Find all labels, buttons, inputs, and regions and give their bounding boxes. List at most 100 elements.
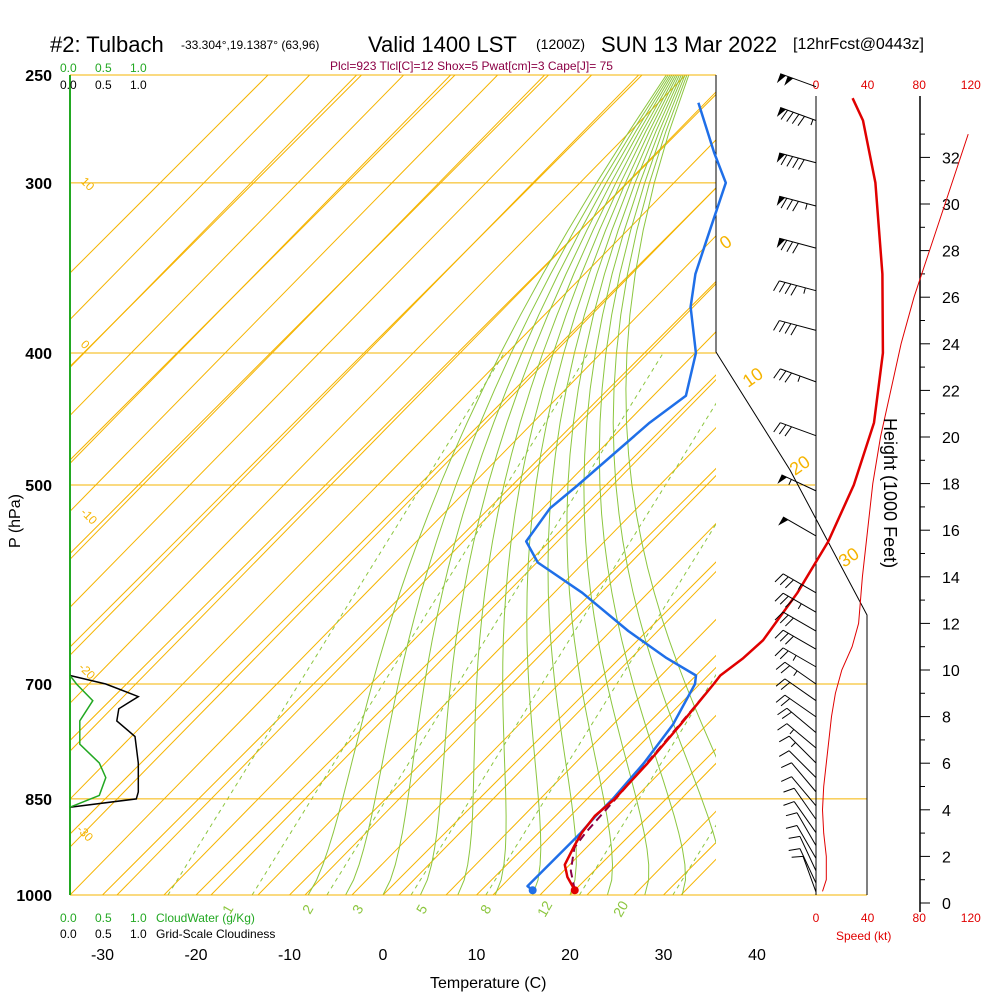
- wind-barb: [774, 592, 817, 613]
- wind-barb-feather: [774, 647, 784, 657]
- wind-barb-feather: [790, 324, 798, 336]
- pressure-tick-label: 850: [25, 792, 52, 809]
- mixing-ratio-label: 20: [610, 898, 632, 920]
- pressure-tick-label: 700: [25, 677, 52, 694]
- utc-time: (1200Z): [536, 36, 585, 52]
- moist-adiabat-line: [612, 75, 716, 845]
- wind-barb-half-feather: [797, 603, 802, 610]
- cloudiness-top-2: 1.0: [130, 78, 147, 92]
- cloudwater-legend: CloudWater (g/Kg): [156, 911, 255, 925]
- isotherm-line: [70, 75, 362, 368]
- x-axis-title: Temperature (C): [430, 975, 546, 992]
- pressure-tick-label: 400: [25, 346, 52, 363]
- mixing-ratio-line: [578, 673, 716, 895]
- dry-adiabat-line: [70, 75, 404, 417]
- moist-adiabat-line: [598, 75, 687, 895]
- wind-barb-feather: [798, 159, 805, 170]
- wind-barb-half-feather: [797, 584, 802, 590]
- cloudwater-profile-line: [69, 675, 107, 808]
- wind-barb-feather: [779, 632, 789, 642]
- isotherm-label: -10: [78, 505, 100, 527]
- temperature-profile-line: [563, 97, 885, 891]
- wind-barb: [791, 855, 817, 893]
- wind-barb: [778, 750, 817, 778]
- wind-barb: [777, 723, 817, 749]
- wind-barb-feather: [784, 323, 792, 334]
- wind-barb-feather: [773, 422, 781, 433]
- wind-speed-tick-top: 0: [813, 78, 820, 92]
- isotherm-label: 10: [78, 174, 98, 194]
- wind-barb-feather: [774, 573, 784, 583]
- wind-barb-staff: [784, 694, 817, 718]
- moist-adiabat-line: [547, 75, 680, 895]
- isotherm-label: 0: [78, 337, 93, 352]
- wind-barb-staff: [793, 787, 817, 820]
- wind-barb: [776, 73, 817, 88]
- wind-barb-staff: [782, 592, 817, 613]
- moist-adiabat-line: [494, 75, 677, 895]
- wind-barb-staff: [802, 856, 817, 893]
- wind-barb-feather: [778, 370, 787, 381]
- forecast-info: [12hrFcst@0443z]: [793, 36, 924, 53]
- height-tick-label: 16: [942, 523, 960, 540]
- moist-adiabat-line: [382, 75, 671, 895]
- cloudiness-bottom-2: 1.0: [130, 927, 147, 941]
- cloudwater-top-0: 0.0: [60, 61, 77, 75]
- wind-barb-staff: [779, 280, 817, 292]
- temperature-tick-label: 0: [379, 947, 388, 964]
- dry-adiabat-line: [70, 75, 451, 465]
- moist-adiabat-line: [307, 75, 667, 895]
- wind-barb-staff: [779, 152, 817, 164]
- wind-barb-feather: [790, 285, 798, 296]
- wind-barb-feather: [781, 762, 792, 768]
- height-tick-label: 6: [942, 756, 951, 773]
- temperature-tick-label: -20: [184, 947, 207, 964]
- wind-barb: [773, 280, 817, 296]
- wind-barb-staff: [780, 422, 817, 437]
- height-tick-label: 28: [942, 244, 960, 261]
- y-axis-title: P (hPa): [7, 494, 24, 548]
- wind-barb-staff: [782, 629, 817, 650]
- wind-barb-feather: [775, 661, 786, 670]
- wind-barb-staff: [784, 678, 817, 702]
- wind-barb-staff: [791, 762, 817, 793]
- wind-barb: [775, 694, 817, 718]
- wind-barb-feather: [780, 665, 791, 674]
- mixing-ratio-label: 2: [299, 902, 317, 917]
- height-tick-label: 4: [942, 803, 951, 820]
- height-axis-title: Height (1000 Feet): [880, 418, 900, 568]
- wind-barb-feather: [780, 240, 788, 251]
- background-grid: [69, 74, 868, 896]
- height-tick-label: 26: [942, 290, 960, 307]
- wind-barb-feather: [785, 617, 794, 627]
- height-tick-label: 22: [942, 383, 960, 400]
- wind-barb-feather: [792, 201, 799, 212]
- wind-barb-feather: [777, 707, 788, 716]
- mixing-ratio-line: [326, 352, 664, 895]
- wind-barb-half-feather: [810, 119, 814, 126]
- moist-adiabat-line: [526, 75, 678, 895]
- wind-barb-feather: [778, 735, 790, 743]
- surface-dewpoint-marker: [528, 886, 537, 895]
- wind-barb-flag: [776, 73, 786, 84]
- temperature-tick-label: 40: [748, 947, 766, 964]
- cloudiness-profile-line: [69, 674, 140, 808]
- station-coords: -33.304°,19.1387° (63,96): [181, 38, 319, 52]
- wind-barb-feather: [788, 848, 801, 852]
- wind-barb-feather: [797, 116, 805, 126]
- wind-barb-feather: [791, 855, 804, 858]
- wind-barb: [773, 368, 817, 383]
- wind-barb: [773, 422, 817, 437]
- cloudwater-bottom-0: 0.0: [60, 911, 77, 925]
- dry-adiabat-line: [398, 570, 716, 895]
- wind-barb-staff: [779, 195, 817, 207]
- cloudwater-top-1: 0.5: [95, 61, 112, 75]
- wind-barb-feather: [780, 681, 791, 691]
- cloudiness-legend: Grid-Scale Cloudiness: [156, 927, 275, 941]
- isotherm-line: [569, 748, 716, 895]
- cloudwater-top-2: 1.0: [130, 61, 147, 75]
- height-tick-label: 8: [942, 710, 951, 727]
- isotherm-line: [476, 654, 716, 895]
- wind-barb-staff: [782, 516, 817, 537]
- dry-adiabat-line: [445, 618, 716, 895]
